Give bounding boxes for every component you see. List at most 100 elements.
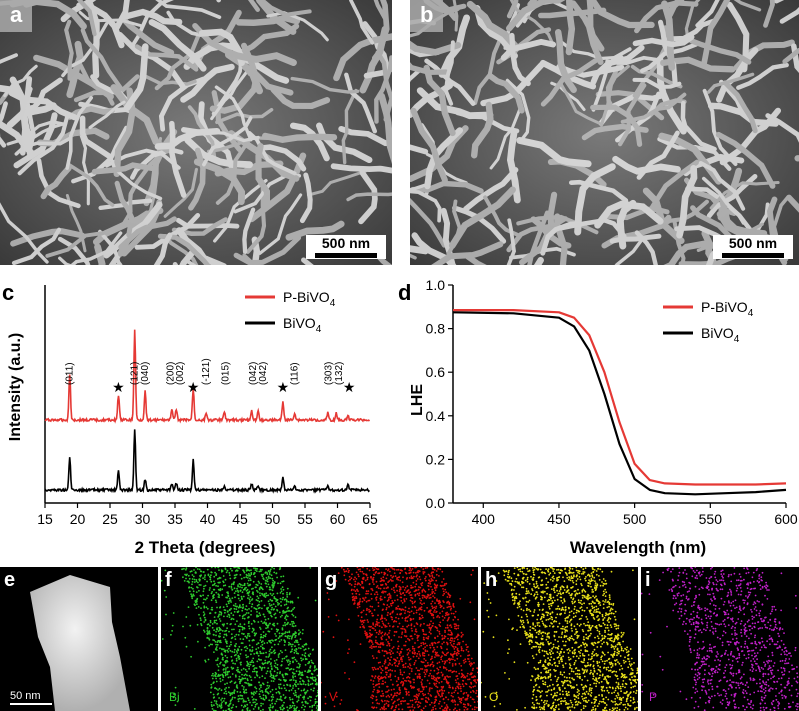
eds-dot: [409, 664, 412, 667]
eds-dot: [625, 700, 628, 703]
eds-dot: [424, 642, 427, 645]
eds-dot: [378, 572, 381, 575]
eds-dot: [452, 658, 454, 661]
eds-dot: [218, 613, 221, 616]
eds-dot: [441, 692, 443, 694]
eds-dot: [288, 631, 291, 634]
eds-dot: [284, 621, 286, 624]
eds-dot: [218, 611, 221, 613]
eds-dot: [262, 578, 265, 580]
eds-dot: [213, 593, 215, 596]
eds-dot: [397, 576, 400, 579]
eds-dot: [340, 699, 343, 701]
eds-dot: [560, 596, 563, 599]
eds-dot: [383, 703, 386, 706]
eds-dot: [595, 685, 597, 688]
eds-dot: [363, 599, 366, 601]
eds-dot: [237, 649, 240, 652]
eds-dot: [443, 584, 446, 587]
eds-dot: [412, 612, 415, 615]
eds-dot: [403, 600, 406, 603]
eds-dot: [411, 606, 414, 608]
eds-dot: [393, 589, 395, 592]
eds-dot: [460, 646, 463, 648]
eds-dot: [374, 684, 377, 687]
eds-dot: [207, 631, 210, 633]
eds-dot: [280, 588, 282, 590]
eds-dot: [598, 579, 601, 581]
eds-dot: [411, 645, 414, 648]
eds-dot: [462, 703, 465, 706]
eds-dot: [449, 605, 452, 608]
eds-dot: [538, 648, 541, 651]
sem-fiber: [341, 88, 358, 165]
sem-fiber: [245, 183, 267, 254]
eds-dot: [460, 697, 463, 700]
sem-fiber: [183, 42, 239, 70]
eds-dot: [459, 700, 461, 703]
eds-dot: [581, 609, 584, 612]
eds-dot: [251, 696, 254, 698]
xrd-x-axis-label: 2 Theta (degrees): [135, 538, 276, 557]
eds-dot: [268, 699, 271, 702]
eds-dot: [394, 706, 397, 709]
eds-dot: [265, 623, 267, 626]
eds-dot: [291, 648, 294, 651]
eds-dot: [355, 571, 358, 574]
eds-dot: [429, 703, 431, 706]
eds-dot: [270, 699, 273, 702]
eds-dot: [454, 610, 457, 613]
eds-dot: [537, 689, 539, 692]
eds-dot: [539, 568, 542, 571]
eds-dot: [236, 666, 239, 669]
eds-dot: [246, 660, 248, 663]
eds-dot: [442, 709, 444, 711]
eds-dot: [273, 613, 276, 616]
eds-dot: [466, 675, 468, 677]
eds-dot: [397, 683, 399, 686]
eds-dot: [547, 669, 550, 672]
eds-dot: [303, 698, 305, 700]
eds-dot: [418, 701, 420, 704]
eds-dot: [207, 574, 210, 577]
eds-dot: [371, 706, 373, 709]
eds-dot: [227, 594, 230, 597]
eds-dot: [402, 591, 405, 594]
eds-dot: [242, 667, 245, 670]
eds-dot: [248, 683, 251, 686]
eds-dot: [271, 567, 273, 569]
eds-dot: [396, 657, 399, 659]
eds-dot: [199, 575, 202, 578]
eds-dot: [433, 682, 435, 685]
sem-fiber: [306, 169, 368, 197]
eds-dot: [602, 603, 605, 606]
eds-dot: [238, 658, 241, 660]
eds-dot: [603, 702, 606, 704]
sem-fiber: [779, 6, 799, 24]
sem-fiber: [33, 54, 114, 100]
eds-dot: [195, 580, 198, 583]
eds-dot: [373, 666, 376, 669]
eds-dot: [464, 660, 467, 663]
eds-dot: [427, 584, 429, 587]
eds-dot: [224, 609, 227, 612]
sem-fiber: [76, 0, 97, 37]
eds-dot: [583, 699, 585, 702]
haadf-particle: [30, 575, 130, 711]
eds-dot: [596, 680, 599, 683]
eds-dot: [265, 576, 268, 579]
eds-dot: [561, 700, 563, 702]
eds-dot: [606, 659, 608, 662]
eds-dot: [237, 668, 239, 671]
eds-dot: [384, 617, 386, 620]
eds-dot: [195, 600, 198, 603]
eds-dot: [233, 648, 236, 651]
eds-dot: [543, 667, 546, 670]
eds-dot: [219, 647, 221, 650]
eds-dot: [215, 574, 217, 577]
eds-dot: [283, 678, 285, 681]
eds-dot: [206, 633, 209, 636]
eds-dot: [309, 666, 311, 669]
xrd-legend-entry: P-BiVO4: [283, 289, 336, 309]
eds-dot: [215, 591, 218, 594]
